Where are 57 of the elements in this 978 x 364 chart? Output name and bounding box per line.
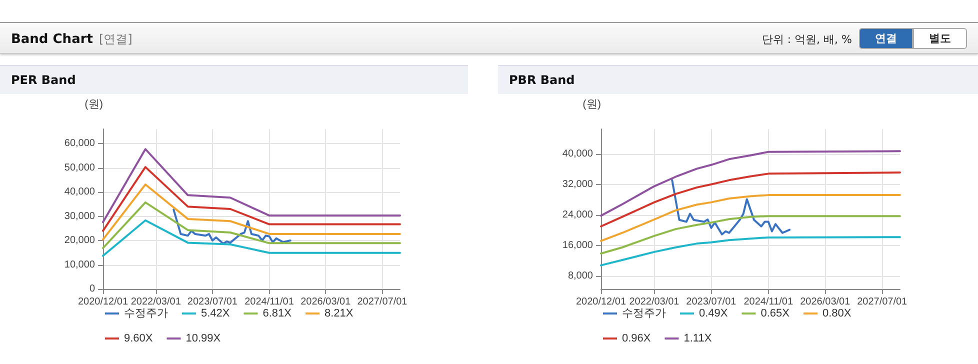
chart-title: PBR Band [498,65,978,94]
x-tick-label: 2026/03/01 [800,296,851,308]
x-tick-label: 2020/12/01 [78,296,128,308]
legend-label: 0.49X [699,308,728,320]
text: Band Chart [11,32,93,47]
text: 단위 : 억원, 배, % [762,32,852,47]
legend-label: 5.42X [201,308,230,320]
text: [연결] [98,32,132,46]
line-series [600,194,901,242]
line-series [600,215,901,254]
y-tick-label: 40,000 [64,186,96,198]
y-tick-label: 40,000 [562,148,594,160]
x-tick-label: 2027/07/01 [357,296,408,308]
y-tick-label: 24,000 [562,209,594,220]
legend-label: 1.11X [684,332,712,344]
text: 연결 [859,28,913,49]
x-tick-label: 2027/07/01 [857,296,908,308]
y-tick-label: 10,000 [64,259,96,270]
line-series [102,166,401,232]
x-tick-label: 2022/03/01 [130,296,182,308]
legend-label: 9.60X [124,332,154,344]
legend-label: 0.65X [760,308,790,320]
text: 별도 [913,28,967,49]
y-tick-label: 16,000 [562,240,594,251]
y-tick-label: 60,000 [64,138,96,150]
line-series [102,219,401,257]
y-tick-label: 32,000 [562,178,594,190]
x-tick-label: 2024/11/01 [744,296,794,308]
x-tick-label: 2022/03/01 [629,296,680,308]
line-series [172,208,292,245]
line-series [600,172,901,228]
legend-label: 6.81X [262,308,292,320]
x-tick-label: 2020/12/01 [576,296,626,308]
chart-title: PER Band [0,65,468,94]
legend-label: 8.21X [324,308,354,320]
legend-label: 10.99X [186,332,222,344]
x-tick-label: 2023/07/01 [187,296,238,308]
y-tick-label: 50,000 [64,162,96,174]
line-series [102,184,401,241]
line-series [102,201,401,250]
legend-label: 0.80X [822,308,852,320]
line-series [600,150,901,217]
line-series [671,179,791,236]
legend-label: 수정주가 [622,308,666,320]
x-tick-label: 2026/03/01 [300,296,352,308]
legend-label: 수정주가 [124,308,168,320]
legend-label: 0.96X [622,332,652,344]
y-tick-label: 0 [89,284,96,294]
y-tick-label: 20,000 [64,235,96,246]
x-tick-label: 2024/11/01 [244,296,294,308]
line-series [600,236,901,266]
line-series [102,148,401,224]
x-tick-label: 2023/07/01 [686,296,737,308]
y-tick-label: 30,000 [64,210,96,222]
y-axis-title: (원) [582,98,601,110]
y-tick-label: 8,000 [568,270,594,282]
y-axis-title: (원) [84,98,103,110]
